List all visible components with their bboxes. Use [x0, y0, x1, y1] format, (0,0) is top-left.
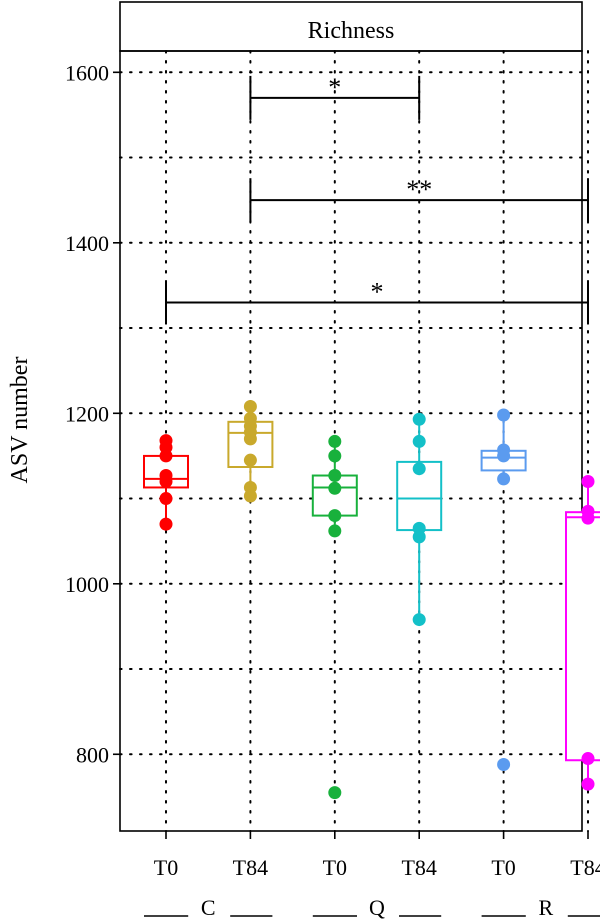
data-point	[328, 509, 342, 523]
data-point	[497, 758, 511, 772]
data-points	[159, 399, 595, 800]
y-axis: 800 1000 1200 1400 1600	[65, 60, 120, 767]
boxes	[143, 406, 600, 785]
significance-brackets: ****	[165, 73, 589, 325]
data-point	[328, 524, 342, 538]
strip-header	[119, 1, 583, 52]
y-tick-label: 1600	[65, 60, 109, 85]
significance-label: *	[328, 73, 341, 102]
data-point	[159, 449, 173, 463]
significance-label: *	[371, 277, 384, 306]
data-point	[328, 469, 342, 483]
data-point	[159, 474, 173, 488]
data-point	[243, 489, 257, 503]
data-point	[497, 472, 511, 486]
y-tick-label: 1400	[65, 231, 109, 256]
x-axis: T0 T84 T0 T84 T0 T84 C Q R	[144, 831, 600, 920]
x-tick-label: T0	[154, 855, 178, 880]
data-point	[328, 434, 342, 448]
data-point	[328, 786, 342, 800]
group-label: R	[538, 895, 553, 920]
data-point	[412, 434, 426, 448]
y-tick-label: 1000	[65, 572, 109, 597]
significance-label: **	[406, 175, 432, 204]
data-point	[243, 453, 257, 467]
data-point	[328, 449, 342, 463]
y-axis-title: ASV number	[7, 357, 33, 484]
data-point	[412, 613, 426, 627]
box	[565, 511, 600, 762]
data-point	[412, 530, 426, 544]
chart-title: Richness	[308, 18, 395, 44]
data-point	[243, 432, 257, 446]
data-point	[328, 481, 342, 495]
data-point	[581, 752, 595, 766]
data-point	[497, 449, 511, 463]
data-point	[159, 492, 173, 506]
x-tick-label: T84	[233, 855, 268, 880]
data-point	[412, 412, 426, 426]
plot-frame	[119, 50, 583, 832]
group-label: Q	[369, 895, 385, 920]
data-point	[159, 517, 173, 531]
y-tick-label: 1200	[65, 401, 109, 426]
data-point	[412, 462, 426, 476]
data-point	[243, 399, 257, 413]
data-point	[581, 777, 595, 791]
y-tick-label: 800	[76, 742, 109, 767]
data-point	[581, 474, 595, 488]
x-tick-label: T84	[570, 855, 600, 880]
x-tick-label: T0	[323, 855, 347, 880]
data-point	[581, 511, 595, 525]
group-label: C	[201, 895, 216, 920]
data-point	[497, 408, 511, 422]
x-tick-label: T0	[491, 855, 515, 880]
grid	[119, 50, 589, 832]
x-tick-label: T84	[401, 855, 436, 880]
